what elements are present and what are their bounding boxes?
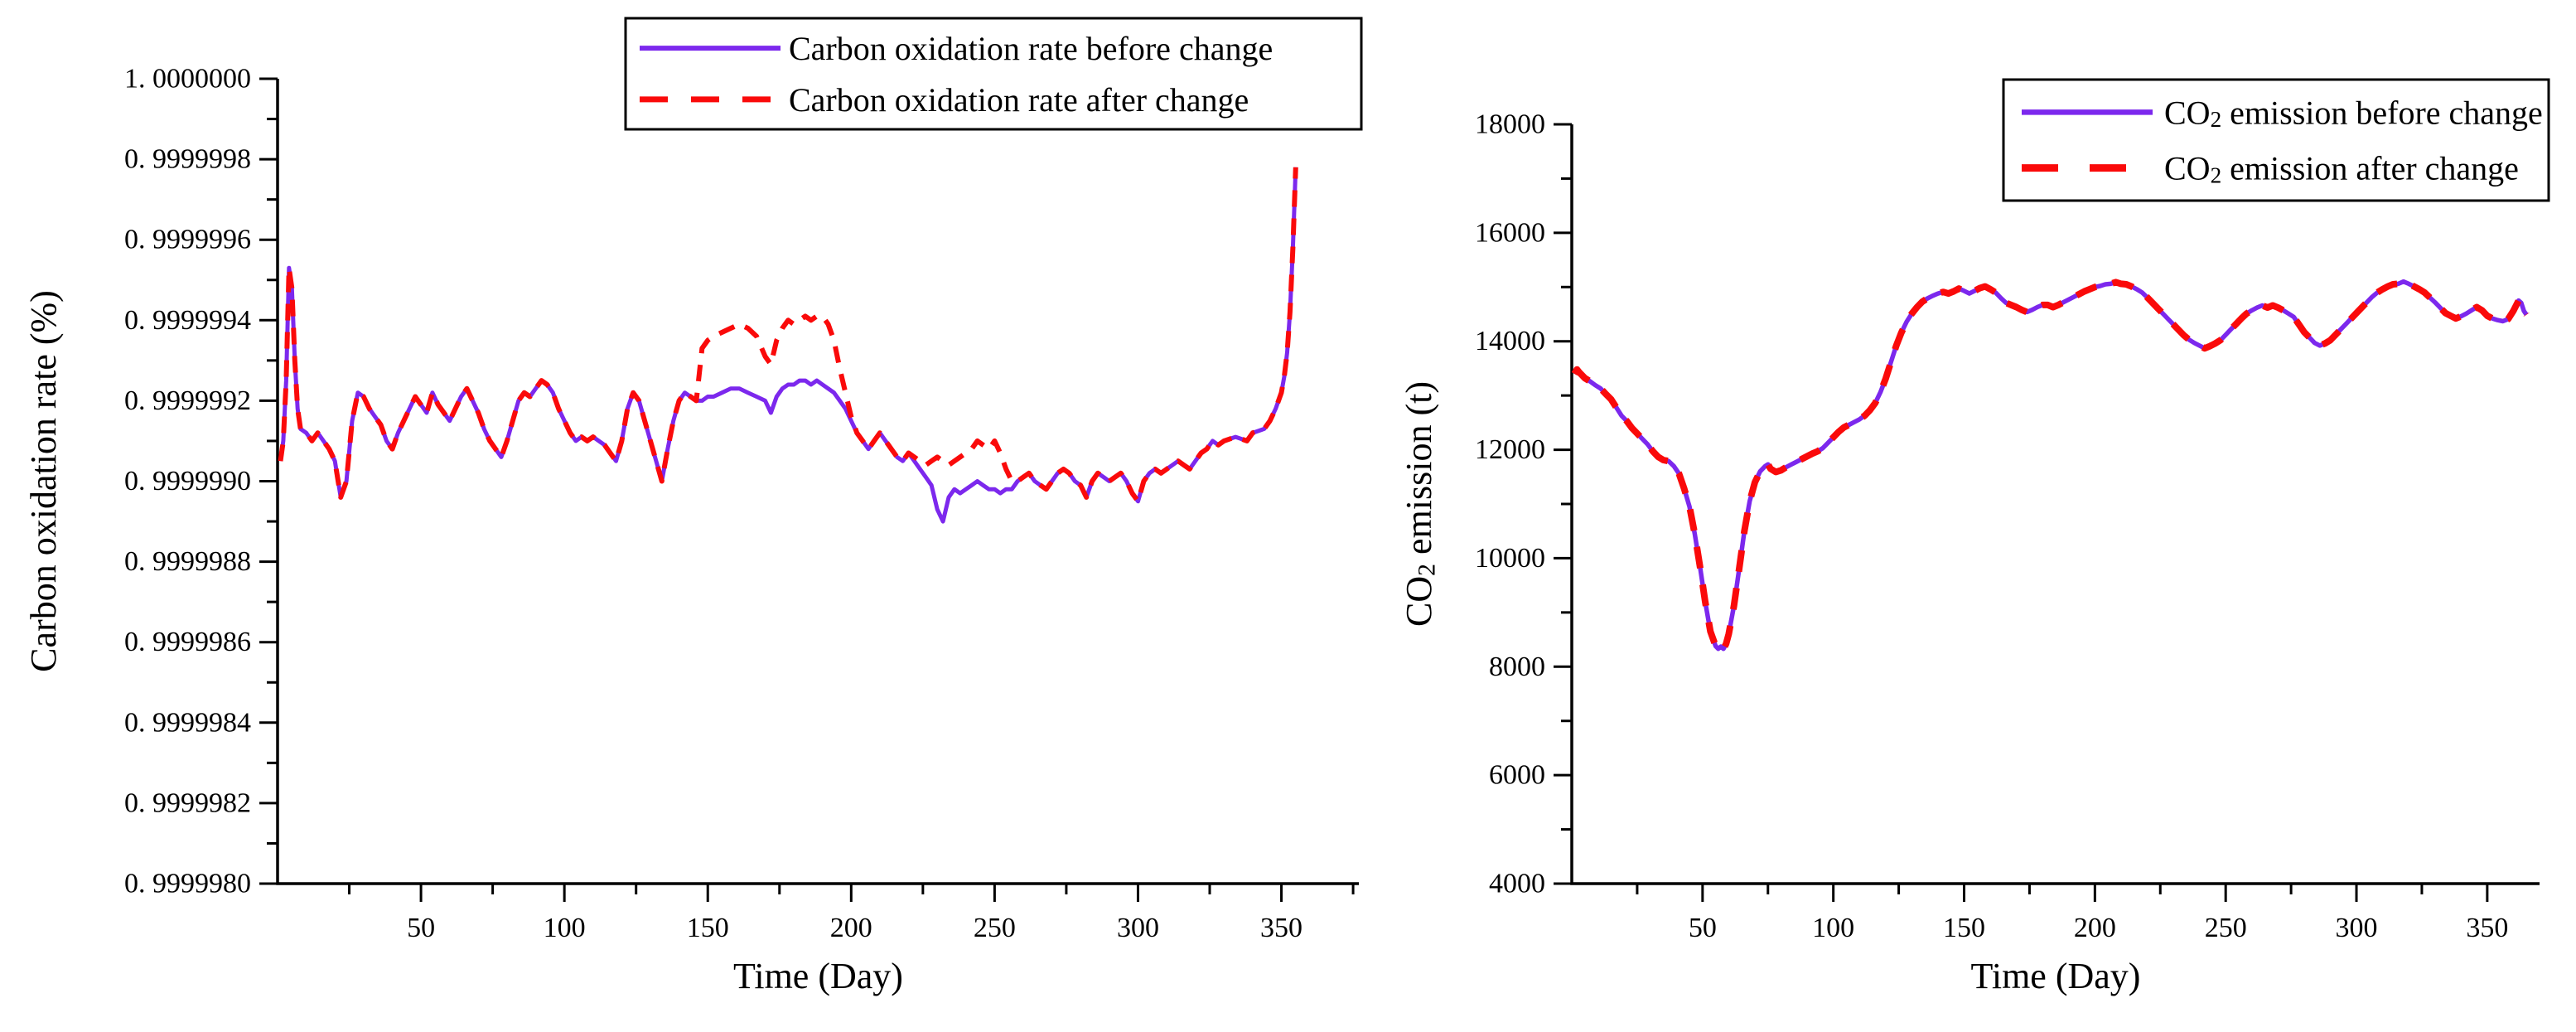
- co2-emission-legend: CO2 emission before change CO2 emission a…: [2002, 78, 2550, 202]
- x-tick-label: 200: [830, 913, 872, 943]
- y-tick-label: 1. 0000000: [124, 64, 251, 94]
- x-tick-label: 350: [1260, 913, 1302, 943]
- x-tick-label: 150: [687, 913, 729, 943]
- series-line-before-change: [278, 167, 1298, 524]
- x-tick-label: 300: [1117, 913, 1159, 943]
- legend-label: CO2 emission after change: [2164, 149, 2519, 187]
- x-tick-label: 150: [1943, 913, 1985, 943]
- legend-label: Carbon oxidation rate before change: [789, 30, 1273, 67]
- legend-box: [2002, 78, 2550, 202]
- y-tick-label: 0. 9999990: [124, 466, 251, 497]
- y-tick-label: 0. 9999994: [124, 305, 251, 336]
- series-line-after-change: [278, 167, 1298, 504]
- y-tick-label: 0. 9999988: [124, 546, 251, 577]
- legend-label: Carbon oxidation rate after change: [789, 80, 1249, 118]
- co2-emission-axis-spines: [1570, 124, 2540, 885]
- series-line-before-change: [1572, 279, 2529, 652]
- legend-label: CO2 emission before change: [2164, 94, 2543, 132]
- y-tick-label: 16000: [1475, 217, 1545, 248]
- x-tick-label: 50: [1689, 913, 1717, 943]
- y-tick-label: 0. 9999996: [124, 225, 251, 255]
- carbon-oxidation-rate-chart: 1. 0000000 0. 9999998 0. 9999996 0. 9999994…: [23, 17, 1363, 996]
- x-tick-label: 50: [407, 913, 435, 943]
- x-tick-label: 200: [2074, 913, 2116, 943]
- x-tick-label: 250: [974, 913, 1016, 943]
- x-tick-label: 100: [544, 913, 586, 943]
- carbon-oxidation-rate-axis-spines: [276, 79, 1359, 885]
- y-tick-label: 0. 9999998: [124, 144, 251, 175]
- co2-emission-chart: 18000 16000 14000 12000 10000 8000 6000 4000 50 1…: [1399, 78, 2550, 996]
- series-line-after-change: [1571, 278, 2530, 652]
- y-tick-label: 12000: [1475, 434, 1545, 465]
- y-tick-label: 0. 9999982: [124, 787, 251, 818]
- y-tick-label: 18000: [1475, 109, 1545, 140]
- y-tick-label: 0. 9999992: [124, 385, 251, 416]
- x-tick-label: 350: [2466, 913, 2508, 943]
- x-axis-title: Time (Day): [733, 956, 903, 996]
- carbon-oxidation-rate-legend: Carbon oxidation rate before change Carbo…: [624, 17, 1363, 131]
- y-tick-label: 10000: [1475, 543, 1545, 574]
- y-tick-label: 0. 9999980: [124, 869, 251, 899]
- y-tick-label: 6000: [1489, 760, 1545, 791]
- x-tick-label: 300: [2336, 913, 2378, 943]
- y-axis-title: CO2 emission (t): [1399, 381, 1441, 627]
- y-axis-title: Carbon oxidation rate (%): [23, 290, 64, 672]
- x-axis-title: Time (Day): [1971, 956, 2141, 996]
- y-tick-label: 14000: [1475, 326, 1545, 356]
- y-tick-label: 4000: [1489, 869, 1545, 899]
- legend-box: [624, 17, 1363, 131]
- y-tick-label: 0. 9999986: [124, 627, 251, 657]
- x-tick-label: 100: [1812, 913, 1854, 943]
- x-tick-label: 250: [2205, 913, 2247, 943]
- y-tick-label: 0. 9999984: [124, 707, 251, 738]
- y-tick-label: 8000: [1489, 652, 1545, 682]
